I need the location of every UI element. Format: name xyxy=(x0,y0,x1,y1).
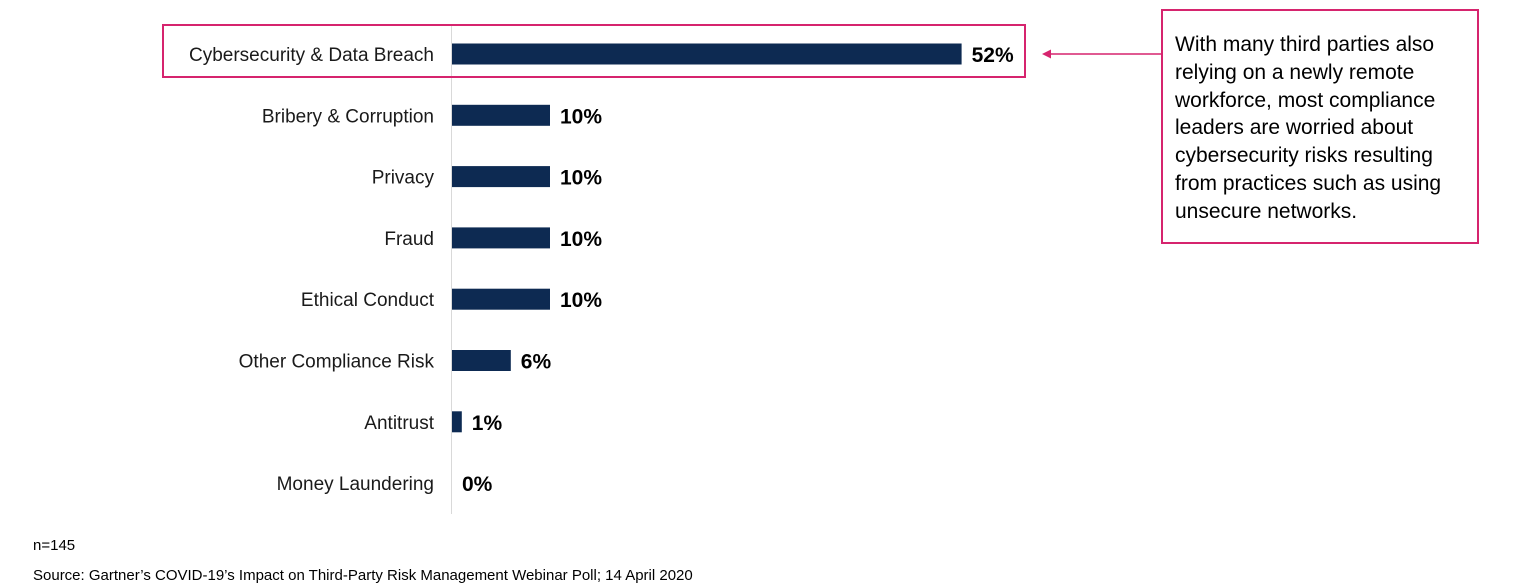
category-label: Privacy xyxy=(372,168,435,189)
value-label: 10% xyxy=(560,228,602,251)
bar xyxy=(452,43,962,65)
category-label: Money Laundering xyxy=(277,474,434,495)
bar xyxy=(452,227,550,249)
category-label: Antitrust xyxy=(364,413,434,434)
bars-group: Cybersecurity & Data Breach 52% Bribery & … xyxy=(189,43,1014,496)
callout-box: With many third parties also relying on … xyxy=(1161,9,1479,244)
category-label: Bribery & Corruption xyxy=(262,106,434,127)
value-label: 10% xyxy=(560,289,602,312)
bar xyxy=(452,288,550,310)
value-label: 10% xyxy=(560,105,602,128)
callout-arrow xyxy=(1042,49,1161,59)
category-label: Cybersecurity & Data Breach xyxy=(189,45,434,66)
value-label: 52% xyxy=(972,44,1014,67)
value-label: 1% xyxy=(472,412,503,435)
value-label: 10% xyxy=(560,167,602,190)
category-label: Fraud xyxy=(384,229,434,250)
category-label: Other Compliance Risk xyxy=(239,352,435,373)
sample-size-note: n=145 xyxy=(33,537,76,554)
value-label: 0% xyxy=(462,473,493,496)
bar xyxy=(452,411,462,433)
value-label: 6% xyxy=(521,351,552,374)
bar xyxy=(452,104,550,126)
source-note: Source: Gartner’s COVID-19’s Impact on T… xyxy=(33,567,693,584)
highlight-box xyxy=(162,24,1026,78)
category-label: Ethical Conduct xyxy=(301,290,435,311)
callout-text: With many third parties also relying on … xyxy=(1175,33,1442,223)
bar xyxy=(452,166,550,188)
bar xyxy=(452,350,511,371)
